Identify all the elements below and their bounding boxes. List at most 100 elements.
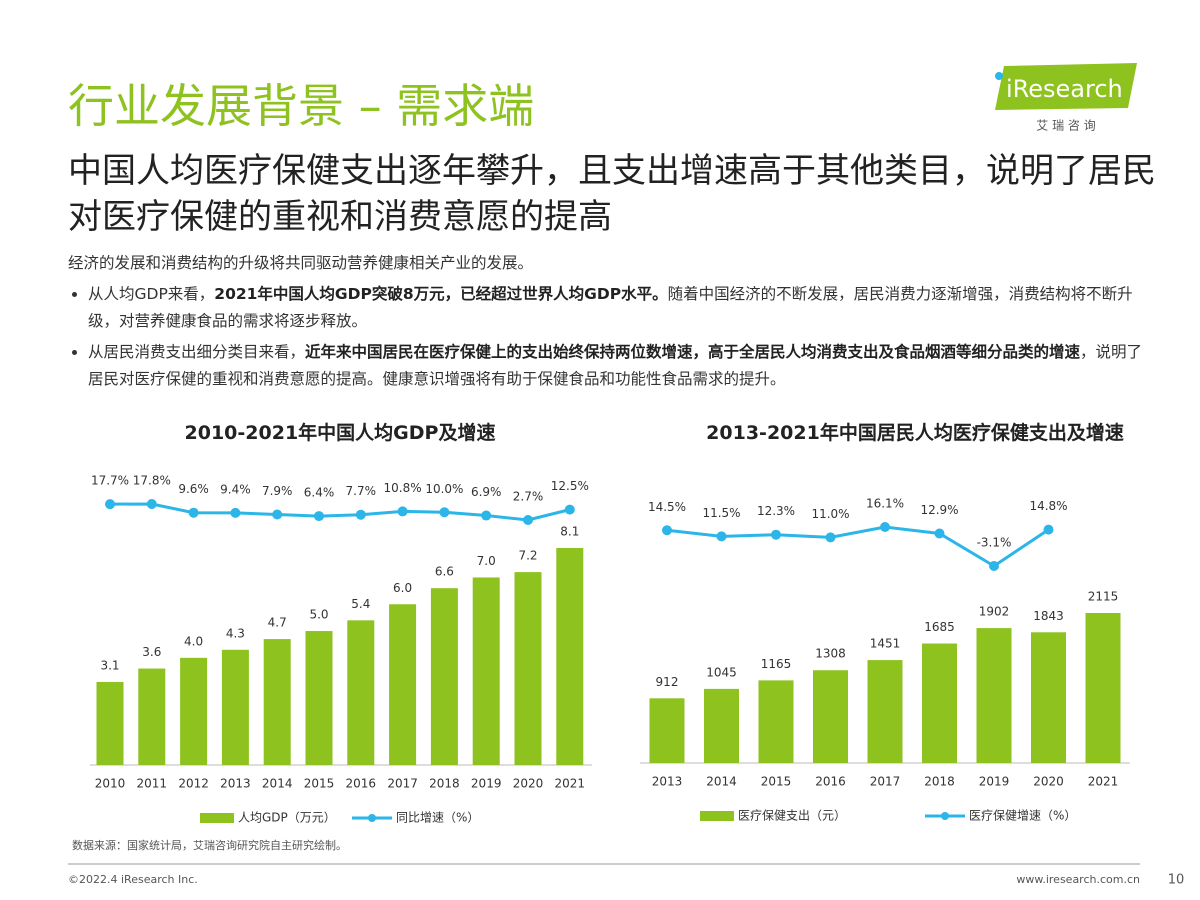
data-label: 10.8% [384,481,422,495]
legend-swatch [200,813,234,823]
line-point [355,509,366,520]
bar [976,628,1012,763]
data-label: 12.3% [757,504,795,518]
bar [514,572,542,765]
line-point [1043,524,1054,535]
x-tick-label: 2019 [979,775,1010,789]
legend-swatch [368,814,376,822]
legend-label: 人均GDP（万元） [238,811,336,825]
text-run: ，说明了居民对医疗保健的重视和消费意愿的提高。健康意识增强将有助于保健食品和功能… [88,343,1143,388]
data-label: 7.2 [518,549,537,563]
line [109,502,571,522]
x-tick-label: 2016 [346,777,377,791]
data-label: 1165 [761,657,792,671]
data-label: 5.4 [351,597,370,611]
line-point [716,531,727,542]
source-note: 数据来源：国家统计局，艾瑞咨询研究院自主研究绘制。 [72,838,347,852]
x-tick-label: 2019 [471,777,502,791]
data-label: 17.8% [133,474,171,488]
x-tick-label: 2014 [706,775,737,789]
line-point [105,499,115,510]
data-label: 11.0% [811,507,849,521]
logo-subtext: 艾 瑞 咨 询 [1036,118,1095,133]
line-point [146,499,157,509]
line-point [481,510,492,521]
legend-label: 医疗保健增速（%） [969,809,1076,823]
x-tick-label: 2015 [761,775,792,789]
data-label: 6.4% [304,486,335,500]
bar [1085,613,1121,763]
line-point [825,532,836,543]
chart-title: 2010-2021年中国人均GDP及增速 [184,422,496,444]
bar [472,577,500,765]
data-label: 8.1 [560,525,579,539]
page-number: 10 [1168,873,1185,888]
x-tick-label: 2013 [652,775,683,789]
x-tick-label: 2020 [513,777,544,791]
x-tick-label: 2010 [95,777,126,791]
line-point [934,528,945,539]
logo-badge [995,63,1137,110]
line-point [188,507,199,518]
bar [96,681,124,765]
x-tick-label: 2013 [220,777,251,791]
copyright: ©2022.4 iResearch Inc. [68,873,198,886]
data-label: 10.0% [425,482,463,496]
bar [263,639,291,765]
line-point [771,529,781,540]
footer-url: www.iresearch.com.cn [1016,873,1140,886]
x-tick-label: 2017 [387,777,418,791]
data-label: 6.6 [435,565,454,579]
data-label: 1843 [1033,609,1064,623]
bar [758,680,794,763]
slide-title: 行业发展背景 – 需求端 [68,79,535,133]
x-tick-label: 2018 [429,777,460,791]
x-tick-label: 2020 [1033,775,1064,789]
bar [867,660,903,763]
data-label: 4.7 [268,616,287,630]
data-label: 2115 [1088,590,1119,604]
line-point [397,506,408,517]
line [666,525,1050,568]
intro: 经济的发展和消费结构的升级将共同驱动营养健康相关产业的发展。 [68,254,534,272]
x-tick-label: 2016 [815,775,846,789]
line-point [272,509,283,520]
body-text: 经济的发展和消费结构的升级将共同驱动营养健康相关产业的发展。 从人均GDP来看，… [68,250,1148,393]
bullet-list: 从人均GDP来看，2021年中国人均GDP突破8万元，已经超过世界人均GDP水平… [68,281,1148,393]
line-point [989,561,999,571]
line-point [880,522,890,532]
x-tick-label: 2014 [262,777,293,791]
bar [649,698,685,763]
data-label: 14.5% [648,500,686,514]
legend-label: 医疗保健支出（元） [738,809,846,823]
bar [347,620,375,765]
bar [556,548,584,765]
data-label: 9.6% [178,482,209,496]
legend-label: 同比增速（%） [396,811,479,825]
line-point [314,511,324,522]
data-label: 912 [656,675,679,689]
data-label: 2.7% [513,490,544,504]
logo-text: iResearch [1006,75,1123,103]
data-label: 11.5% [702,506,740,520]
data-label: 5.0 [309,608,328,622]
data-label: 3.1 [100,658,119,672]
x-tick-label: 2018 [924,775,955,789]
x-tick-label: 2017 [870,775,901,789]
legend-swatch [700,811,734,821]
bar [430,588,458,765]
data-label: 12.5% [551,479,589,493]
bar [922,643,957,763]
x-tick-label: 2021 [1088,775,1119,789]
data-label: 17.7% [91,474,129,488]
logo-dot [995,72,1003,80]
subtitle: 中国人均医疗保健支出逐年攀升，且支出增速高于其他类目，说明了居民对医疗保健的重视… [68,151,1156,237]
data-label: 7.0 [477,554,496,568]
data-label: 6.9% [471,485,502,499]
line-point [662,525,672,536]
bar [221,649,249,765]
text-run: 从人均GDP来看， [88,285,215,303]
data-label: 1451 [870,637,901,651]
bar [1031,632,1066,763]
